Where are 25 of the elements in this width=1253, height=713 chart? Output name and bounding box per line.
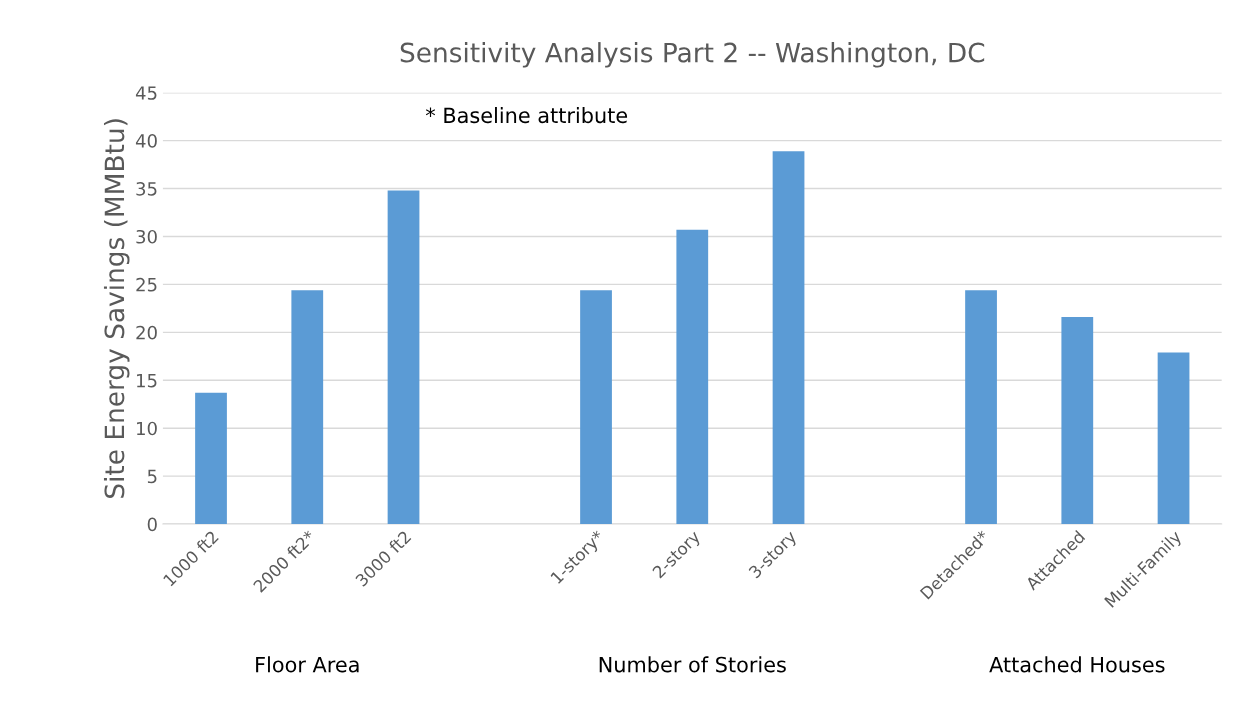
- annotation: * Baseline attribute: [425, 107, 628, 124]
- chart-title: Sensitivity Analysis Part 2 -- Washington, DC: [400, 42, 985, 68]
- y-tick-label: 45: [135, 86, 157, 100]
- y-tick-label: 5: [147, 469, 157, 484]
- bar: [1157, 352, 1190, 525]
- bar: [387, 190, 420, 525]
- text: Number of Stories: [599, 656, 786, 673]
- y-tick-label: 10: [137, 421, 157, 436]
- text: Floor Area: [256, 656, 359, 673]
- bar: [965, 290, 997, 525]
- y-axis-title: Site Energy Savings (MMBtu): [103, 119, 130, 498]
- y-tick-label: 30: [136, 229, 157, 244]
- bar: [1061, 317, 1094, 525]
- bar: [291, 290, 324, 525]
- y-tick-label: 20: [136, 325, 157, 340]
- y-tick-label: 15: [137, 373, 157, 388]
- bar: [195, 392, 227, 525]
- bar: [772, 151, 805, 525]
- y-tick-label: 40: [135, 134, 157, 148]
- y-tick-label: 0: [147, 517, 157, 532]
- y-tick-label: 35: [136, 182, 157, 196]
- bar: [676, 229, 709, 525]
- bar: [580, 290, 612, 525]
- y-tick-label: 25: [136, 277, 157, 292]
- text: Attached Houses: [989, 656, 1165, 673]
